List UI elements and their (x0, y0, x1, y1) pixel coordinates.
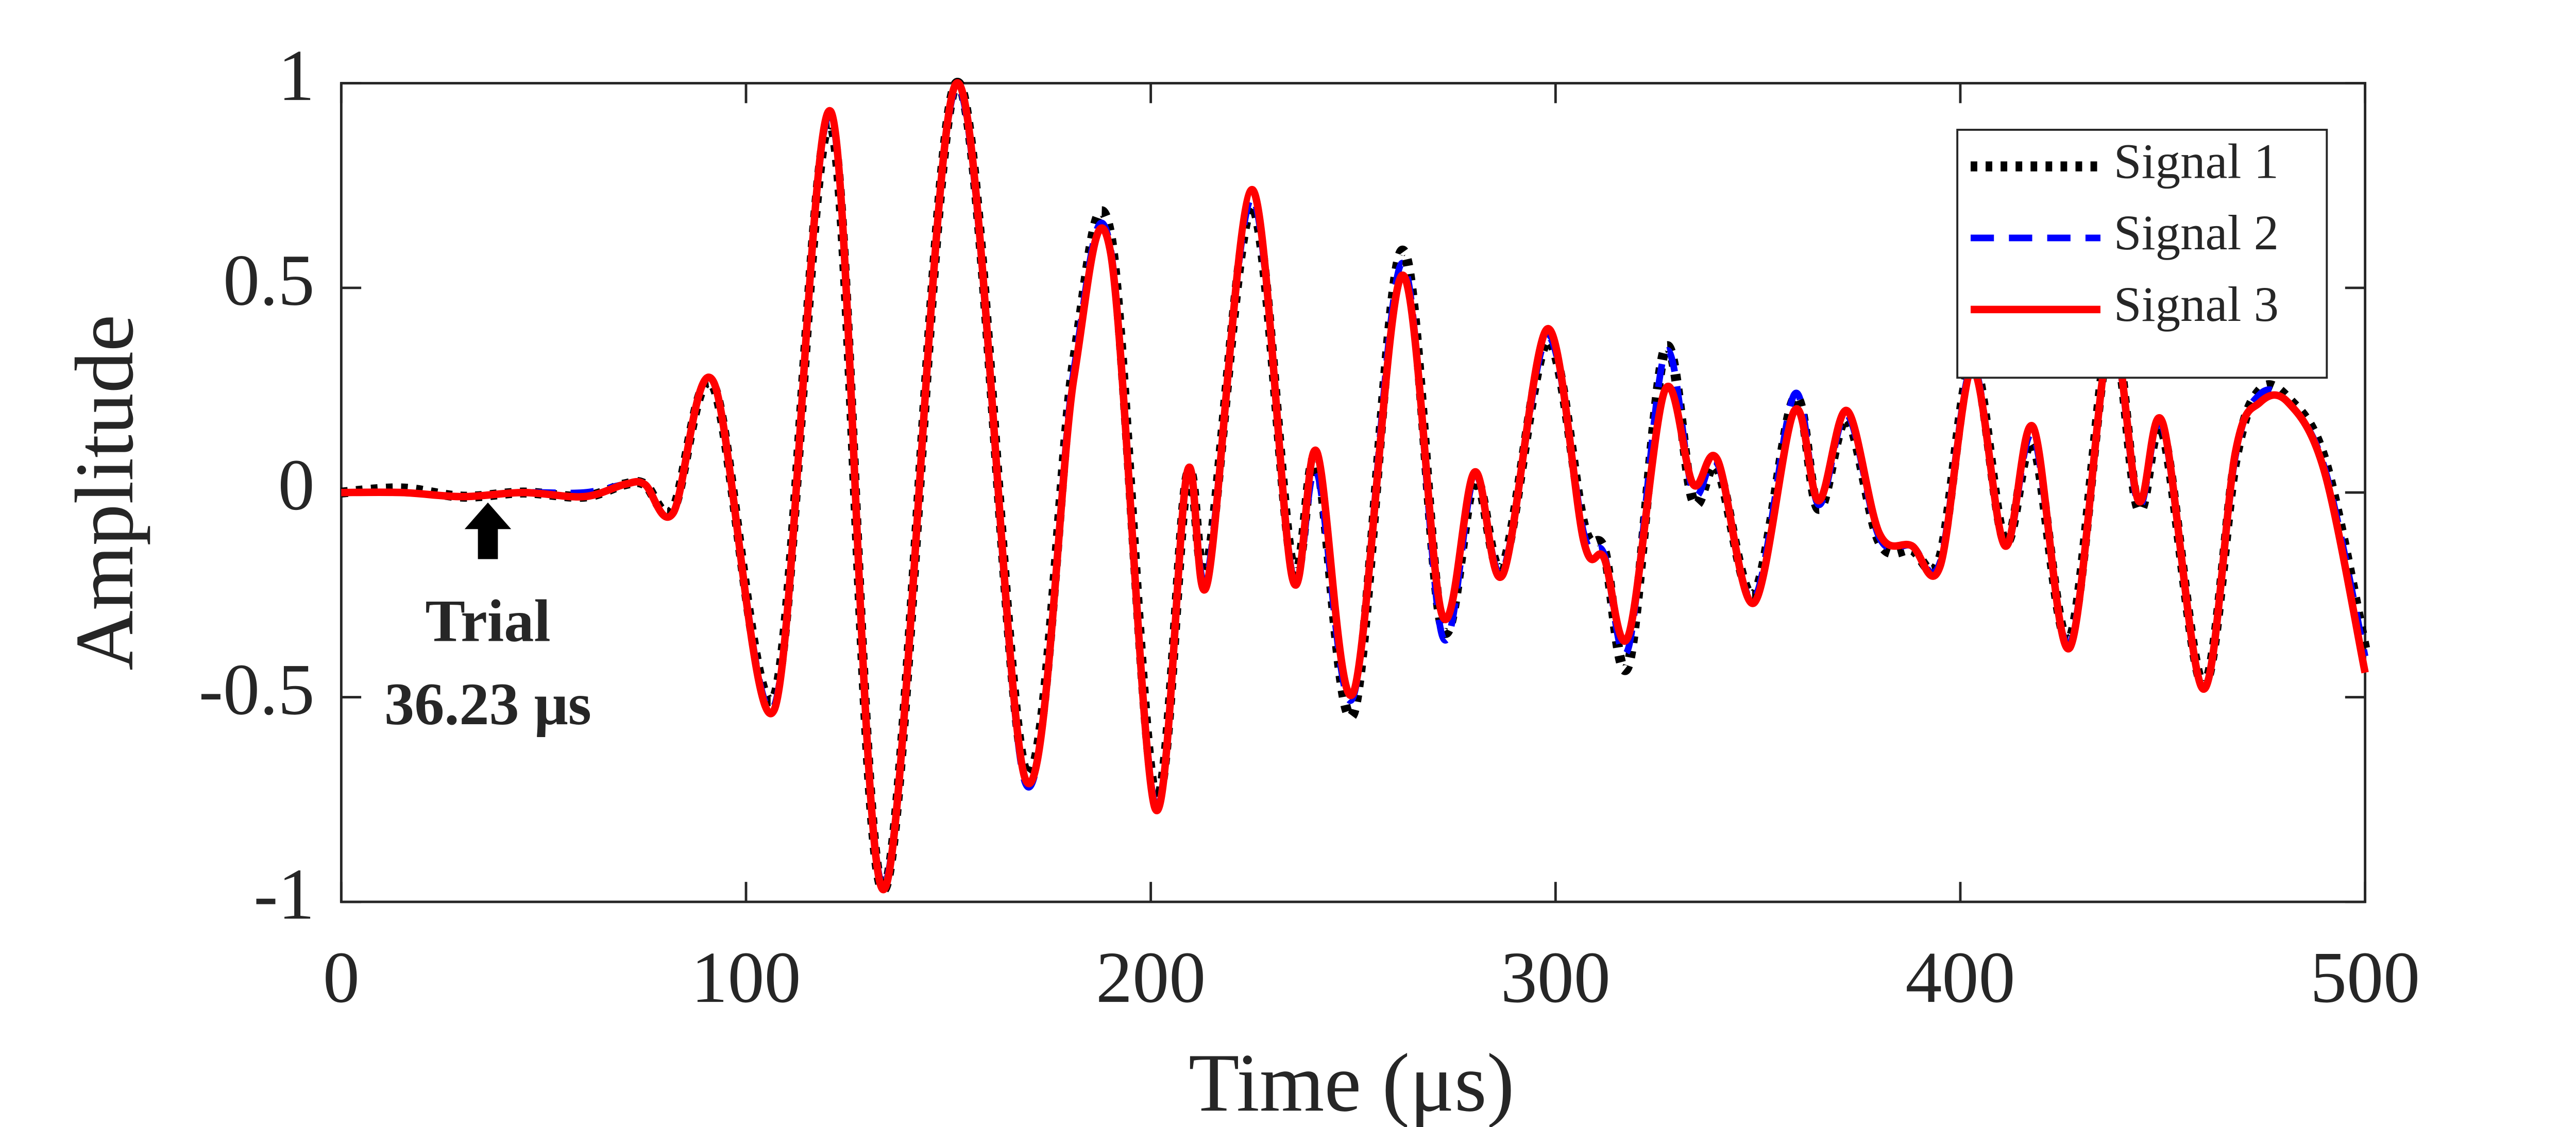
y-axis-label: Amplitude (58, 315, 150, 671)
legend-label: Signal 1 (2114, 133, 2279, 189)
x-tick-label: 0 (323, 936, 360, 1018)
legend-label: Signal 2 (2114, 205, 2279, 260)
x-tick-label: 100 (691, 936, 801, 1018)
y-tick-label: 1 (278, 35, 315, 116)
x-tick-label: 400 (1905, 936, 2015, 1018)
x-tick-label: 300 (1501, 936, 1611, 1018)
signal-line (341, 79, 2369, 894)
y-tick-label: -1 (253, 853, 314, 935)
annotation-arrow (464, 502, 512, 559)
y-tick-label: 0 (278, 444, 315, 525)
legend-label: Signal 3 (2114, 277, 2279, 332)
x-axis-label: Time (μs) (1189, 1036, 1515, 1127)
annotation-text: 36.23 μs (384, 671, 591, 738)
y-tick-label: 0.5 (223, 239, 315, 320)
y-tick-label: -0.5 (199, 648, 315, 730)
x-tick-label: 500 (2310, 936, 2420, 1018)
x-tick-label: 200 (1096, 936, 1206, 1018)
annotation-text: Trial (425, 588, 550, 655)
